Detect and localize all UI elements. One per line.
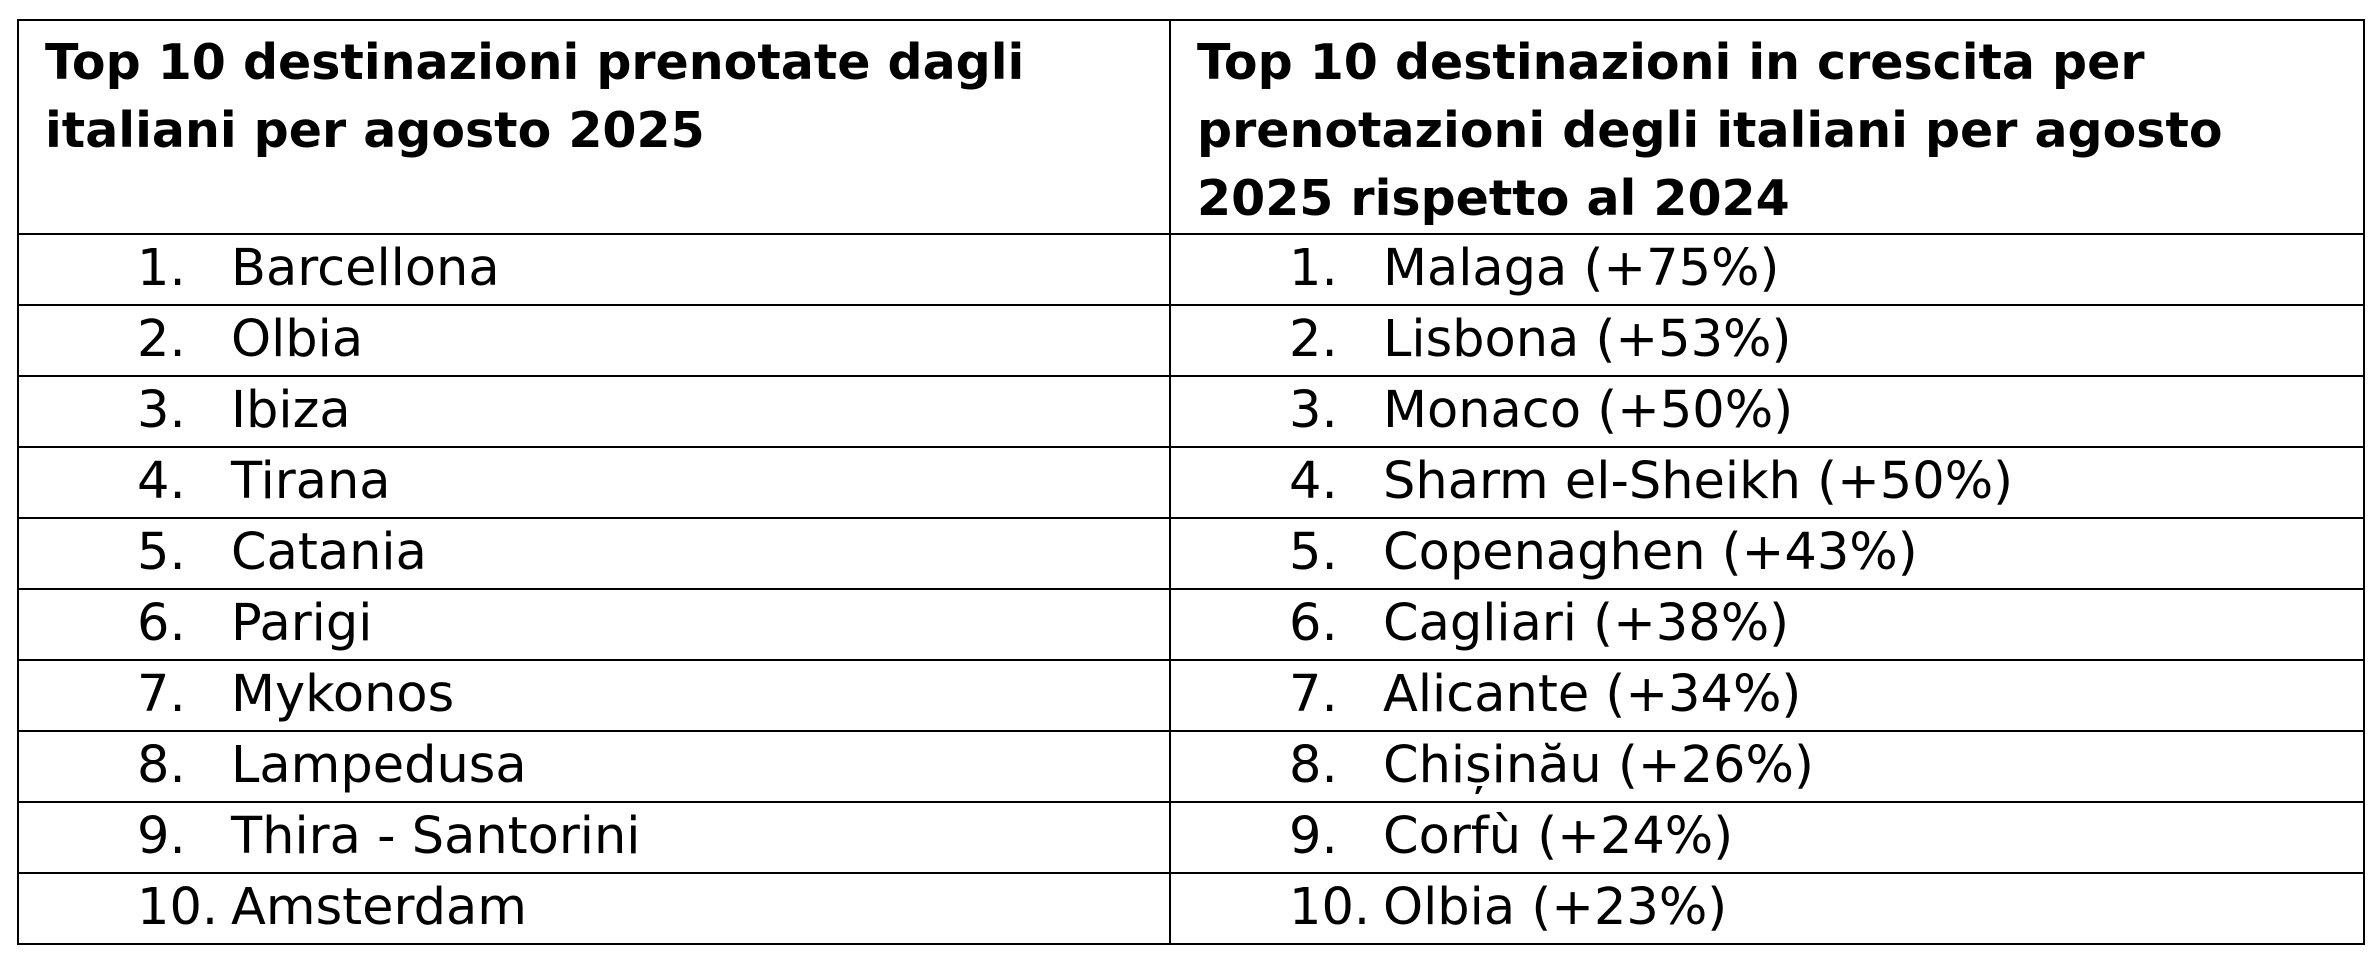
rank-number: 6. [1289, 594, 1338, 653]
list-item: 4. Sharm el-Sheikh (+50%) [1171, 448, 2363, 516]
booked-cell: 3. Ibiza [17, 375, 1171, 448]
booked-cell: 2. Olbia [17, 304, 1171, 377]
table-header-row: Top 10 destinazioni prenotate dagli ital… [17, 19, 2365, 235]
header-top-growth: Top 10 destinazioni in crescita per pren… [1169, 19, 2365, 235]
destination-growth: Olbia (+23%) [1383, 878, 1728, 937]
growth-cell: 10. Olbia (+23%) [1169, 872, 2365, 945]
rank-number: 8. [1289, 736, 1338, 795]
destination-growth: Chișinău (+26%) [1383, 736, 1814, 795]
booked-cell: 10. Amsterdam [17, 872, 1171, 945]
rank-number: 10. [1289, 878, 1371, 937]
growth-cell: 1. Malaga (+75%) [1169, 233, 2365, 306]
rank-number: 9. [137, 807, 186, 866]
destination-name: Lampedusa [231, 736, 527, 795]
list-item: 7. Alicante (+34%) [1171, 661, 2363, 729]
rank-number: 5. [137, 523, 186, 582]
table-row: 10. Amsterdam 10. Olbia (+23%) [17, 872, 2365, 945]
rank-number: 3. [1289, 381, 1338, 440]
header-top-booked: Top 10 destinazioni prenotate dagli ital… [17, 19, 1171, 235]
destination-name: Mykonos [231, 665, 455, 724]
destination-growth: Corfù (+24%) [1383, 807, 1734, 866]
list-item: 6. Parigi [19, 590, 1169, 658]
destination-growth: Sharm el-Sheikh (+50%) [1383, 452, 2014, 511]
list-item: 4. Tirana [19, 448, 1169, 516]
destination-growth: Monaco (+50%) [1383, 381, 1794, 440]
destinations-table: Top 10 destinazioni prenotate dagli ital… [17, 19, 2365, 945]
rank-number: 4. [1289, 452, 1338, 511]
rank-number: 2. [1289, 310, 1338, 369]
list-item: 1. Barcellona [19, 235, 1169, 303]
list-item: 9. Corfù (+24%) [1171, 803, 2363, 871]
destination-name: Thira - Santorini [231, 807, 641, 866]
booked-cell: 9. Thira - Santorini [17, 801, 1171, 874]
booked-cell: 4. Tirana [17, 446, 1171, 519]
list-item: 5. Catania [19, 519, 1169, 587]
booked-cell: 7. Mykonos [17, 659, 1171, 732]
rank-number: 2. [137, 310, 186, 369]
booked-cell: 1. Barcellona [17, 233, 1171, 306]
destination-name: Parigi [231, 594, 373, 653]
list-item: 8. Chișinău (+26%) [1171, 732, 2363, 800]
rank-number: 9. [1289, 807, 1338, 866]
rank-number: 4. [137, 452, 186, 511]
list-item: 9. Thira - Santorini [19, 803, 1169, 871]
booked-cell: 8. Lampedusa [17, 730, 1171, 803]
list-item: 8. Lampedusa [19, 732, 1169, 800]
rank-number: 3. [137, 381, 186, 440]
destination-growth: Lisbona (+53%) [1383, 310, 1792, 369]
growth-cell: 8. Chișinău (+26%) [1169, 730, 2365, 803]
rank-number: 7. [137, 665, 186, 724]
destination-name: Olbia [231, 310, 364, 369]
booked-cell: 6. Parigi [17, 588, 1171, 661]
list-item: 6. Cagliari (+38%) [1171, 590, 2363, 658]
table-row: 2. Olbia 2. Lisbona (+53%) [17, 304, 2365, 377]
growth-cell: 7. Alicante (+34%) [1169, 659, 2365, 732]
rank-number: 1. [137, 239, 186, 298]
destination-growth: Alicante (+34%) [1383, 665, 1802, 724]
list-item: 7. Mykonos [19, 661, 1169, 729]
destination-name: Amsterdam [231, 878, 527, 937]
rank-number: 1. [1289, 239, 1338, 298]
list-item: 2. Lisbona (+53%) [1171, 306, 2363, 374]
table-row: 9. Thira - Santorini 9. Corfù (+24%) [17, 801, 2365, 874]
rank-number: 8. [137, 736, 186, 795]
table-row: 3. Ibiza 3. Monaco (+50%) [17, 375, 2365, 448]
booked-cell: 5. Catania [17, 517, 1171, 590]
table-row: 6. Parigi 6. Cagliari (+38%) [17, 588, 2365, 661]
table-row: 4. Tirana 4. Sharm el-Sheikh (+50%) [17, 446, 2365, 519]
growth-cell: 9. Corfù (+24%) [1169, 801, 2365, 874]
table-row: 1. Barcellona 1. Malaga (+75%) [17, 233, 2365, 306]
rank-number: 10. [137, 878, 219, 937]
growth-cell: 2. Lisbona (+53%) [1169, 304, 2365, 377]
table-row: 8. Lampedusa 8. Chișinău (+26%) [17, 730, 2365, 803]
list-item: 3. Ibiza [19, 377, 1169, 445]
list-item: 5. Copenaghen (+43%) [1171, 519, 2363, 587]
destination-name: Tirana [231, 452, 391, 511]
list-item: 10. Olbia (+23%) [1171, 874, 2363, 942]
table-row: 5. Catania 5. Copenaghen (+43%) [17, 517, 2365, 590]
table-row: 7. Mykonos 7. Alicante (+34%) [17, 659, 2365, 732]
destination-growth: Copenaghen (+43%) [1383, 523, 1918, 582]
rank-number: 6. [137, 594, 186, 653]
list-item: 10. Amsterdam [19, 874, 1169, 942]
rank-number: 7. [1289, 665, 1338, 724]
destination-growth: Cagliari (+38%) [1383, 594, 1790, 653]
growth-cell: 4. Sharm el-Sheikh (+50%) [1169, 446, 2365, 519]
destination-name: Catania [231, 523, 427, 582]
growth-cell: 5. Copenaghen (+43%) [1169, 517, 2365, 590]
destination-name: Barcellona [231, 239, 500, 298]
destination-growth: Malaga (+75%) [1383, 239, 1780, 298]
growth-cell: 3. Monaco (+50%) [1169, 375, 2365, 448]
list-item: 1. Malaga (+75%) [1171, 235, 2363, 303]
list-item: 3. Monaco (+50%) [1171, 377, 2363, 445]
destination-name: Ibiza [231, 381, 351, 440]
growth-cell: 6. Cagliari (+38%) [1169, 588, 2365, 661]
list-item: 2. Olbia [19, 306, 1169, 374]
rank-number: 5. [1289, 523, 1338, 582]
